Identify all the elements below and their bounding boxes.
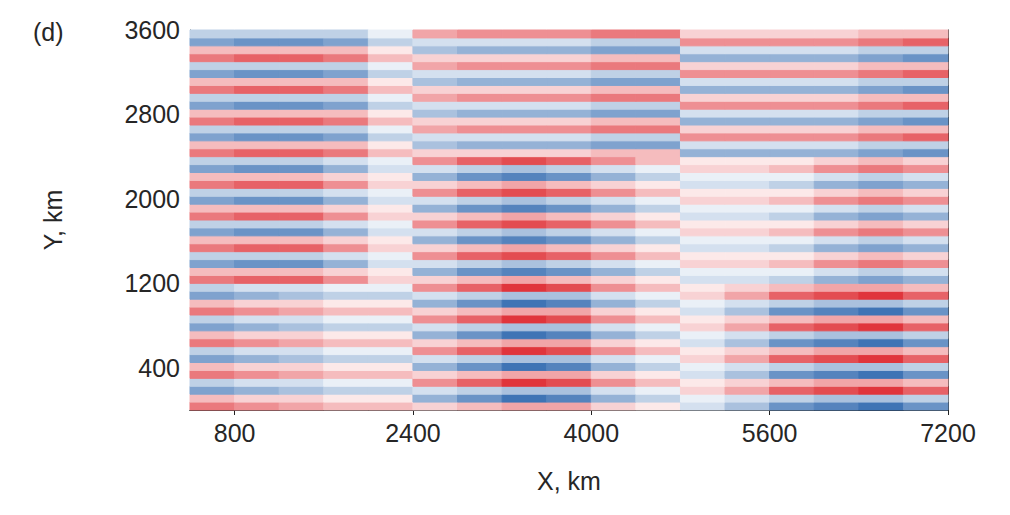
svg-text:2400: 2400 (385, 419, 441, 447)
svg-text:(d): (d) (33, 18, 64, 46)
svg-text:1200: 1200 (124, 269, 180, 297)
svg-text:2800: 2800 (124, 100, 180, 128)
svg-text:5600: 5600 (742, 419, 798, 447)
svg-text:800: 800 (214, 419, 256, 447)
svg-text:X, km: X, km (537, 467, 601, 495)
svg-text:2000: 2000 (124, 185, 180, 213)
svg-text:3600: 3600 (124, 16, 180, 44)
svg-text:7200: 7200 (920, 419, 976, 447)
svg-text:4000: 4000 (563, 419, 619, 447)
svg-text:Y, km: Y, km (39, 190, 67, 251)
svg-text:400: 400 (138, 354, 180, 382)
